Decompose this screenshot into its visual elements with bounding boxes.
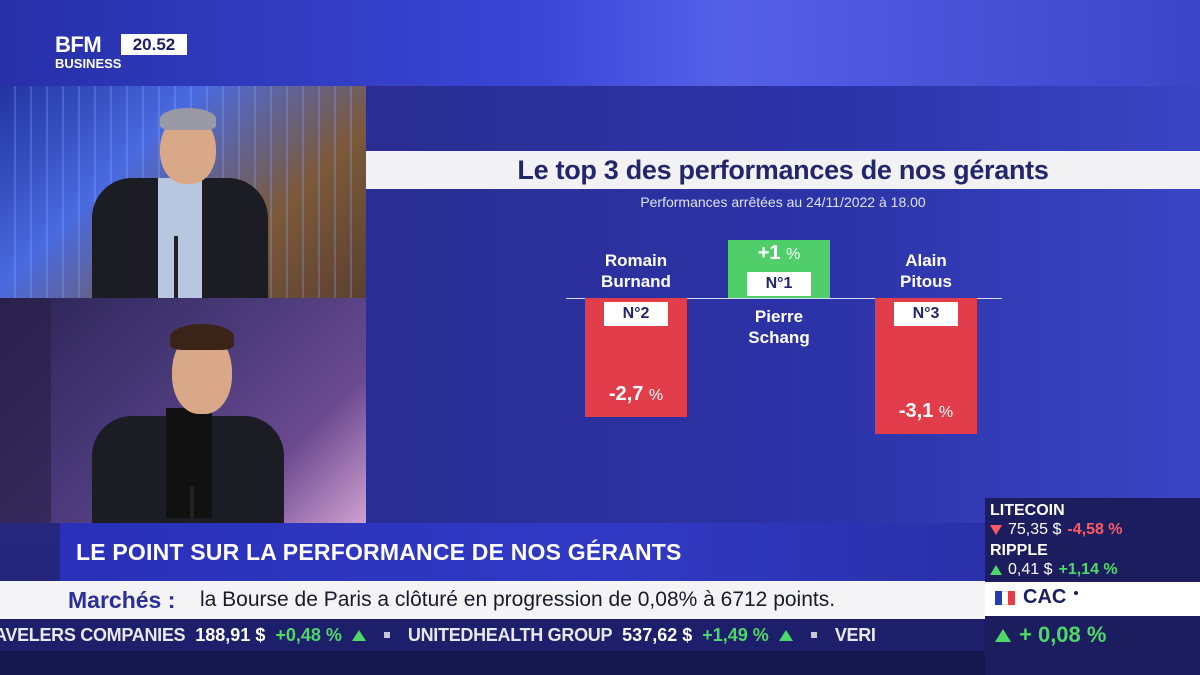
first-name: Alain xyxy=(905,251,947,270)
market-name: LITECOIN xyxy=(990,502,1065,519)
bar-value-pierre-schang: +1 % xyxy=(728,242,830,265)
cac-value: + 0,08 % xyxy=(995,622,1106,648)
name-alain-pitous: Alain Pitous xyxy=(856,250,996,292)
value-text: +1 xyxy=(757,242,781,264)
stock-ticker: AVELERS COMPANIES 188,91 $ +0,48 % UNITE… xyxy=(0,619,985,651)
up-arrow-icon xyxy=(351,629,366,641)
separator-icon xyxy=(383,632,390,638)
unit-text: % xyxy=(786,246,801,263)
up-arrow-icon xyxy=(778,629,793,641)
last-name: Burnand xyxy=(601,272,671,291)
header-band xyxy=(0,0,1200,86)
market-change: +1,14 % xyxy=(1058,561,1118,578)
bar-value-romain-burnand: -2,7 % xyxy=(585,383,687,406)
down-arrow-icon xyxy=(990,525,1002,535)
up-arrow-icon xyxy=(990,565,1002,575)
camera-view-guest-2 xyxy=(0,298,366,523)
name-pierre-schang: Pierre Schang xyxy=(709,306,849,348)
ticker-name: VERI xyxy=(834,624,876,645)
last-name: Pitous xyxy=(900,272,952,291)
market-name: RIPPLE xyxy=(990,542,1048,559)
market-change: -4,58 % xyxy=(1067,521,1123,538)
first-name: Romain xyxy=(604,251,668,270)
up-arrow-icon xyxy=(995,628,1011,642)
news-band: Marchés : la Bourse de Paris a clôturé e… xyxy=(0,581,985,619)
cac-band: CAC xyxy=(985,582,1200,616)
ticker-price: 537,62 $ xyxy=(622,624,693,645)
cac-label: CAC xyxy=(1023,586,1067,608)
market-price: 75,35 $ xyxy=(1008,521,1062,538)
value-text: -3,1 xyxy=(898,400,934,423)
market-litecoin: LITECOIN 75,35 $ -4,58 % xyxy=(990,502,1200,540)
logo-business-text: BUSINESS xyxy=(55,56,122,71)
ticker-price: 188,91 $ xyxy=(195,624,266,645)
ticker-row: AVELERS COMPANIES 188,91 $ +0,48 % UNITE… xyxy=(0,619,876,651)
bar-value-alain-pitous: -3,1 % xyxy=(875,400,977,423)
unit-text: % xyxy=(648,386,664,404)
rank-badge-1: N°1 xyxy=(747,272,811,296)
unit-text: % xyxy=(938,404,954,422)
lower-third-band: LE POINT SUR LA PERFORMANCE DE NOS GÉRAN… xyxy=(60,523,985,581)
chart-baseline xyxy=(566,298,1002,299)
news-headline: la Bourse de Paris a clôturé en progress… xyxy=(200,588,836,611)
separator-icon xyxy=(810,632,817,638)
chart-subtitle: Performances arrêtées au 24/11/2022 à 18… xyxy=(640,194,926,210)
market-widget: LITECOIN 75,35 $ -4,58 % RIPPLE 0,41 $ +… xyxy=(985,498,1200,675)
cac-change: + 0,08 % xyxy=(1019,622,1107,647)
market-price: 0,41 $ xyxy=(1008,561,1053,578)
ticker-name: UNITEDHEALTH GROUP xyxy=(407,624,613,645)
name-romain-burnand: Romain Burnand xyxy=(566,250,706,292)
logo-bfm-text: BFM xyxy=(55,32,102,57)
first-name: Pierre xyxy=(754,307,804,326)
news-label: Marchés : xyxy=(68,587,176,613)
france-flag-icon xyxy=(995,590,1016,605)
ticker-change: +0,48 % xyxy=(275,624,342,645)
chart-title-band: Le top 3 des performances de nos gérants xyxy=(366,151,1200,189)
ticker-name: AVELERS COMPANIES xyxy=(0,624,186,645)
bar-romain-burnand: -2,7 % xyxy=(585,298,687,417)
chart-panel: Le top 3 des performances de nos gérants… xyxy=(366,86,1200,523)
chart-title: Le top 3 des performances de nos gérants xyxy=(517,155,1049,185)
bfm-business-logo: BFM 20.52 BUSINESS xyxy=(55,34,190,74)
lower-third-title: LE POINT SUR LA PERFORMANCE DE NOS GÉRAN… xyxy=(76,539,682,565)
rank-badge-2: N°2 xyxy=(604,302,668,326)
ticker-change: +1,49 % xyxy=(702,624,769,645)
value-text: -2,7 xyxy=(608,382,644,405)
camera-view-guest-1 xyxy=(0,86,366,298)
bottom-strip xyxy=(0,651,985,675)
rank-badge-3: N°3 xyxy=(894,302,958,326)
last-name: Schang xyxy=(748,328,810,347)
live-dot-icon xyxy=(1074,590,1079,595)
market-ripple: RIPPLE 0,41 $ +1,14 % xyxy=(990,542,1200,580)
clock: 20.52 xyxy=(121,34,187,55)
cac-header: CAC xyxy=(995,586,1079,609)
